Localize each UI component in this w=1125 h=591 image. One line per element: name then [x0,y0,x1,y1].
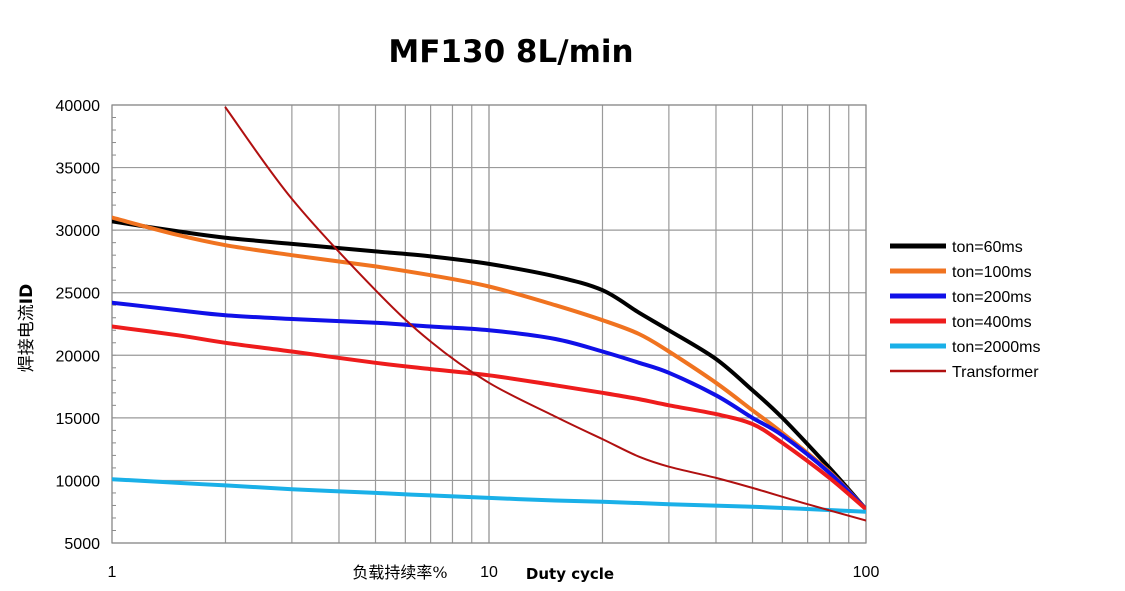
y-tick-label: 5000 [64,536,100,553]
series-lines [112,106,866,522]
x-tick-label: 10 [480,564,498,581]
legend-label: Transformer [952,364,1039,381]
legend-label: ton=2000ms [952,339,1041,356]
y-axis-label-text: 焊接电流 [17,304,37,372]
y-tick-label: 10000 [56,473,101,490]
legend-label: ton=200ms [952,289,1032,306]
y-tick-labels: 5000 10000 15000 20000 25000 30000 35000 40000 [56,98,101,553]
series-line-ton-400ms [112,324,866,512]
series-line-ton-60ms [112,219,866,512]
x-tick-labels: 1 10 100 [108,564,880,581]
y-tick-label: 20000 [56,348,101,365]
chart-title: MF130 8L/min [388,34,633,70]
x-tick-label: 100 [853,564,880,581]
y-tick-label: 30000 [56,223,101,240]
svg-text:焊接电流ID: 焊接电流ID [17,284,37,372]
y-tick-label: 25000 [56,286,101,303]
y-tick-label: 15000 [56,411,101,428]
series-line-transformer [224,106,866,522]
x-tick-label: 1 [108,564,117,581]
y-tick-label: 35000 [56,161,101,178]
legend-label: ton=400ms [952,314,1032,331]
legend: ton=60ms ton=100ms ton=200ms ton=400ms ton=2… [890,239,1041,381]
y-axis-label: 焊接电流ID [17,284,37,372]
legend-label: ton=100ms [952,264,1032,281]
x-axis-label-english: Duty cycle [526,565,614,583]
series-line-ton-200ms [112,300,866,512]
plot-area-border [111,104,867,544]
grid [111,104,867,544]
x-axis-label: 负载持续率% [352,563,447,582]
series-line-ton-100ms [112,215,866,512]
legend-label: ton=60ms [952,239,1023,256]
series-line-ton-2000ms [112,477,866,514]
y-axis-label-sub: ID [17,284,37,304]
y-tick-label: 40000 [56,98,101,115]
